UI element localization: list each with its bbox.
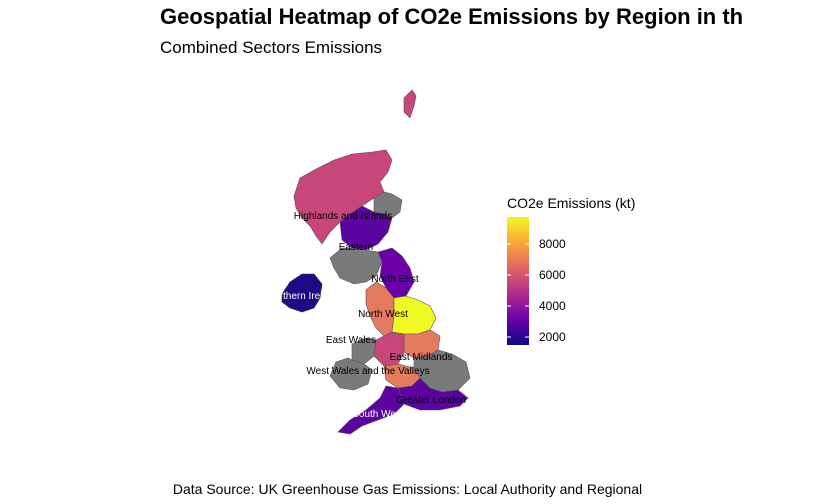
region-south-west bbox=[337, 385, 405, 435]
legend-gradient bbox=[507, 217, 529, 345]
color-legend: CO2e Emissions (kt) 8000 6000 4000 2000 bbox=[507, 195, 636, 345]
region-south-scotland bbox=[329, 247, 383, 285]
legend-tick-4000: 4000 bbox=[539, 299, 566, 313]
region-west-wales bbox=[329, 357, 373, 391]
region-greater-london bbox=[397, 377, 469, 411]
region-highlands bbox=[293, 149, 393, 245]
data-source-caption: Data Source: UK Greenhouse Gas Emissions… bbox=[172, 481, 643, 497]
chart-subtitle: Combined Sectors Emissions bbox=[160, 38, 383, 57]
legend-title: CO2e Emissions (kt) bbox=[507, 195, 636, 211]
label-highlands: Highlands and Islands bbox=[294, 211, 392, 222]
label-east-wales: East Wales bbox=[326, 335, 376, 346]
label-west-wales: West Wales and the Valleys bbox=[306, 366, 429, 377]
region-northern-ireland bbox=[281, 273, 323, 313]
label-eastern: Eastern bbox=[339, 242, 373, 253]
label-greater-london: Greater London bbox=[396, 395, 466, 406]
region-eastern bbox=[339, 205, 393, 251]
label-northern-ireland: Northern Ireland bbox=[267, 291, 339, 302]
legend-tick-6000: 6000 bbox=[539, 268, 566, 282]
legend-tick-2000: 2000 bbox=[539, 330, 566, 344]
region-highlands-islands-north bbox=[403, 89, 417, 119]
chart-title: Geospatial Heatmap of CO2e Emissions by … bbox=[160, 4, 744, 29]
legend-tick-8000: 8000 bbox=[539, 237, 566, 251]
label-north-west: North West bbox=[358, 309, 408, 320]
label-south-west: South West bbox=[352, 409, 404, 420]
label-north-east: North East bbox=[371, 274, 418, 285]
legend-colorbar: 8000 6000 4000 2000 bbox=[507, 217, 566, 345]
label-east-midlands: East Midlands bbox=[390, 352, 453, 363]
region-west-midlands bbox=[373, 331, 405, 367]
